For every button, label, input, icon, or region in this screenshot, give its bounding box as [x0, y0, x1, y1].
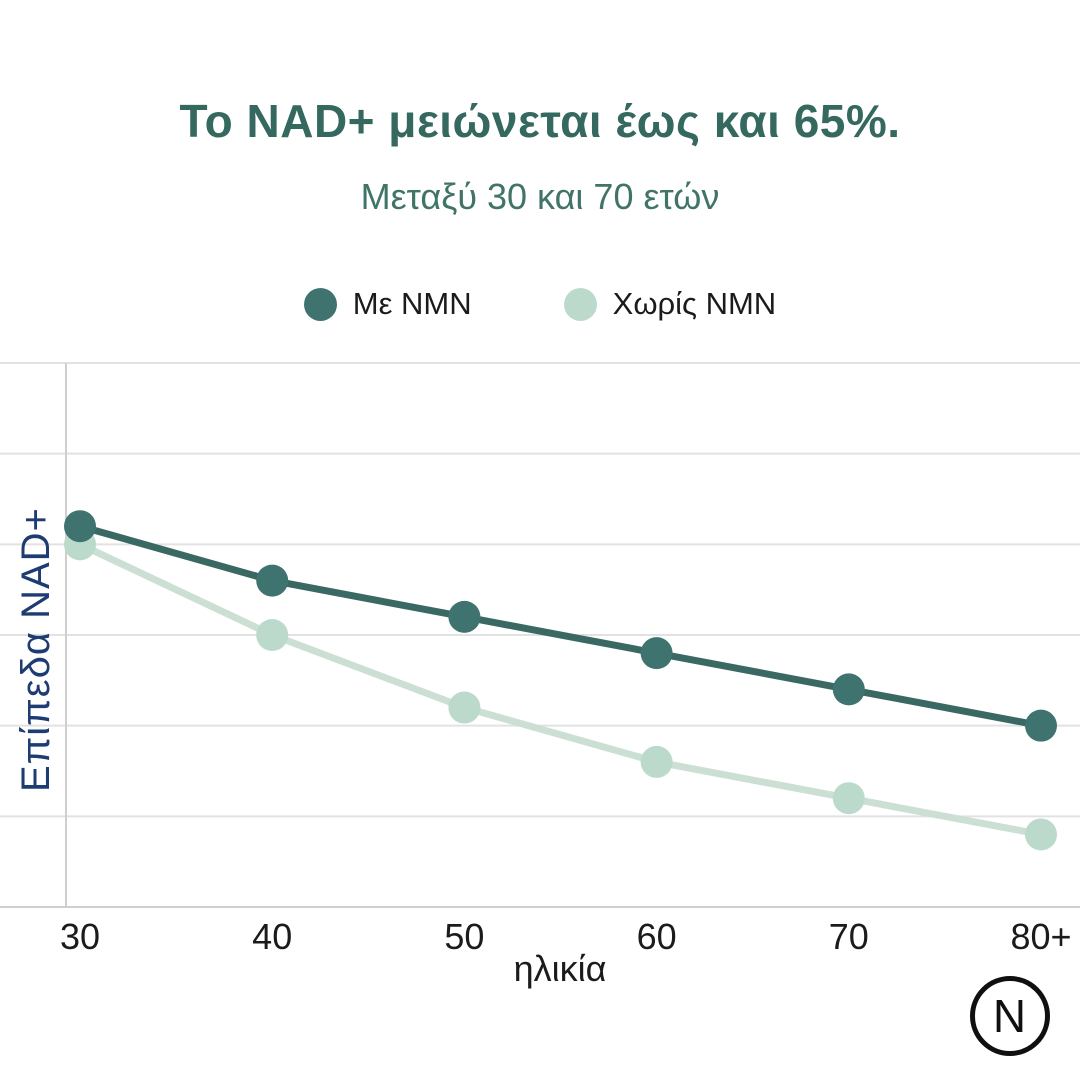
x-tick-label: 50	[444, 916, 484, 957]
data-point	[832, 782, 865, 815]
data-point	[64, 510, 96, 543]
legend-dot-with-nmn-icon	[303, 287, 337, 321]
chart-svg: 30 40 50 60 70 80+	[0, 362, 1080, 957]
series-line	[76, 522, 1045, 730]
x-axis-label: ηλικία	[513, 948, 607, 989]
data-point	[1025, 818, 1057, 851]
page-title: Το NAD+ μειώνεται έως και 65%.	[179, 95, 901, 147]
data-point	[256, 564, 289, 597]
legend-label-with-nmn: Με NMN	[352, 286, 472, 321]
data-point	[832, 673, 865, 706]
legend-dot-without-nmn-icon	[563, 287, 597, 321]
data-point	[256, 619, 289, 651]
data-point	[640, 637, 673, 670]
x-tick-label: 80+	[1010, 916, 1071, 957]
page-subtitle: Μεταξύ 30 και 70 ετών	[360, 176, 720, 217]
series-line	[76, 540, 1045, 838]
chart-legend: Με NMN Χωρίς NMN	[0, 286, 1080, 322]
x-tick-label: 30	[60, 916, 100, 957]
data-point	[1025, 709, 1057, 742]
brand-logo-letter: N	[992, 990, 1028, 1042]
y-axis-label: Επίπεδα NAD+	[14, 507, 58, 793]
data-point	[448, 691, 481, 724]
data-point	[448, 600, 481, 633]
brand-logo: N	[970, 976, 1050, 1056]
x-tick-label: 40	[252, 916, 292, 957]
legend-label-without-nmn: Χωρίς NMN	[612, 286, 777, 321]
legend-item-without-nmn: Χωρίς NMN	[563, 286, 777, 322]
data-point	[640, 745, 673, 778]
x-tick-label: 70	[829, 916, 869, 957]
legend-item-with-nmn: Με NMN	[303, 286, 472, 322]
x-tick-label: 60	[637, 916, 677, 957]
